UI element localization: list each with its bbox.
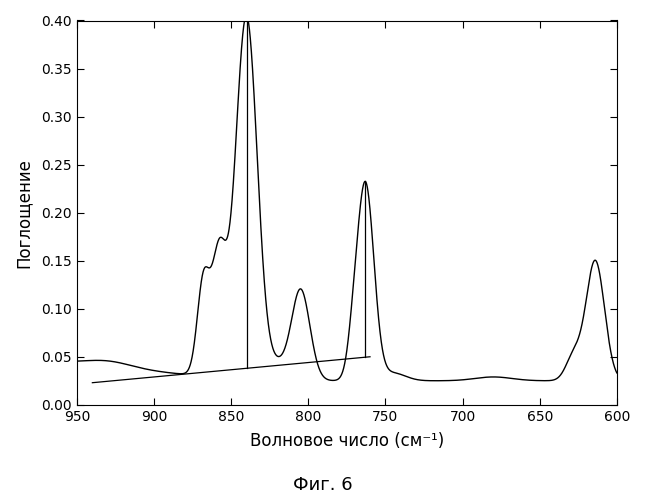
Y-axis label: Поглощение: Поглощение: [15, 158, 33, 268]
X-axis label: Волновое число (см⁻¹): Волновое число (см⁻¹): [250, 432, 444, 450]
Text: Фиг. 6: Фиг. 6: [293, 476, 352, 494]
